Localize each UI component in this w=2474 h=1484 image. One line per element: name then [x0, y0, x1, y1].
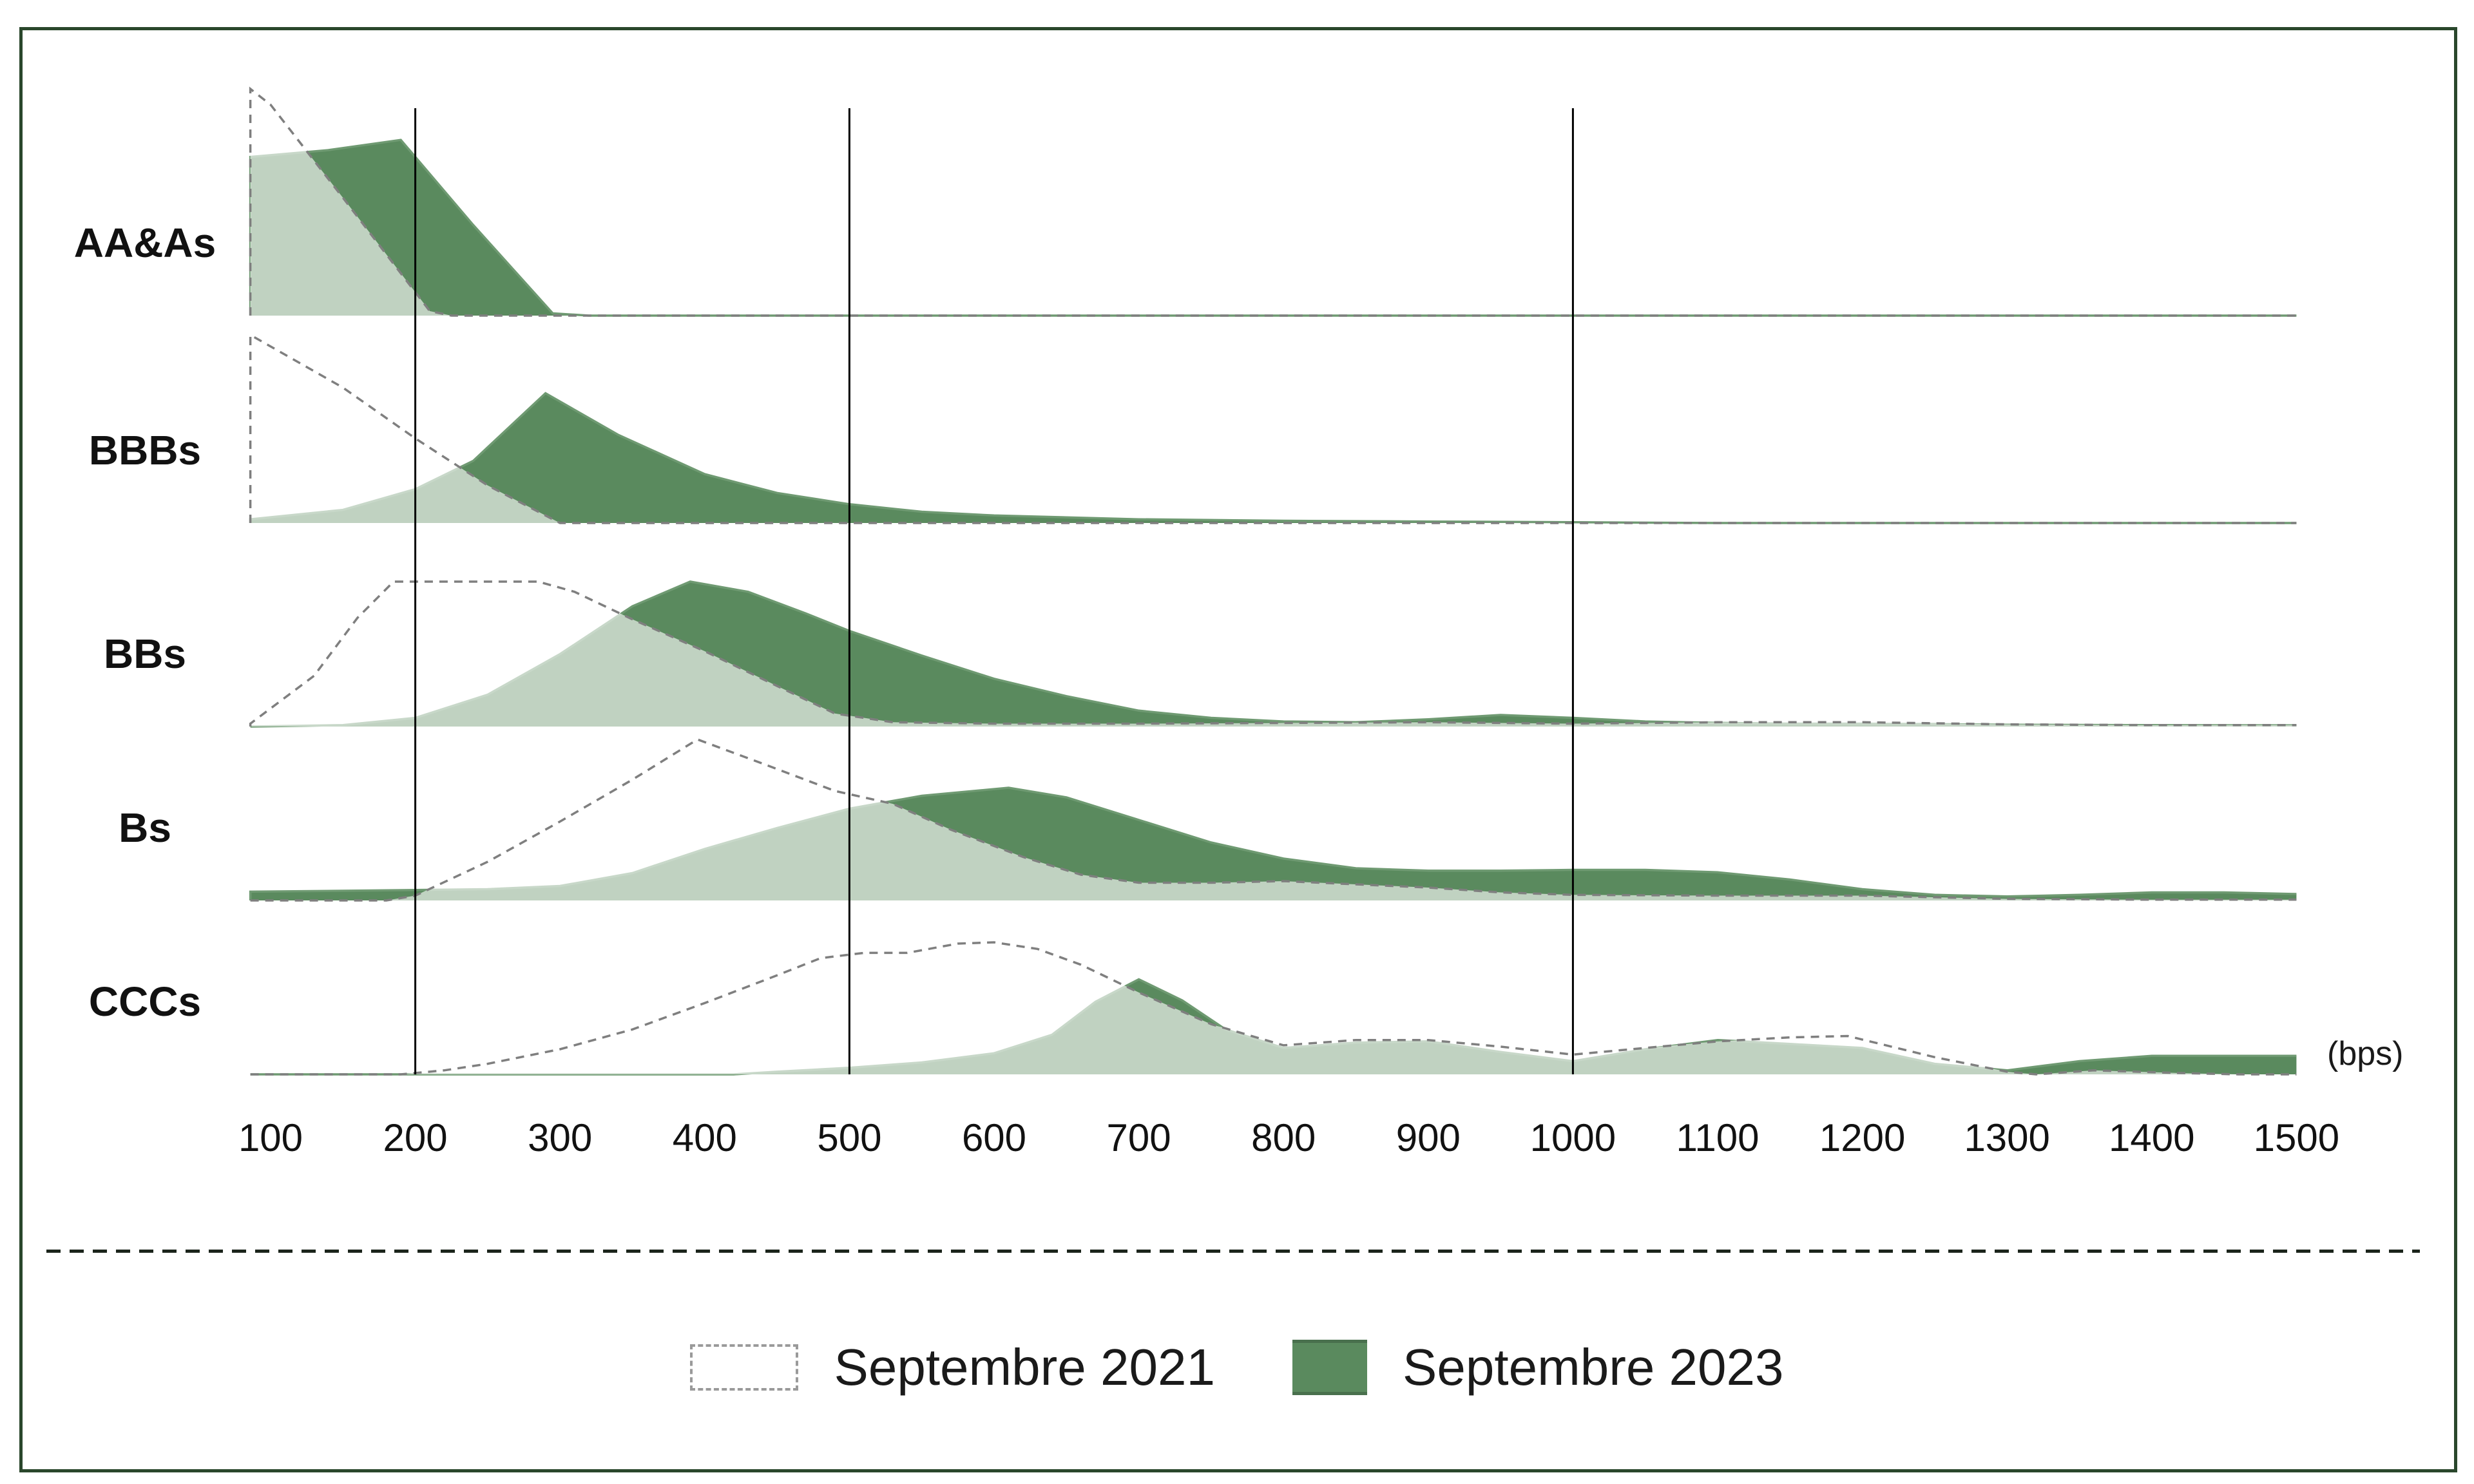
legend-swatch-dashed-2021 [690, 1344, 799, 1391]
x-tick-label: 900 [1395, 1116, 1461, 1159]
legend-item-2023: Septembre 2023 [1292, 1338, 1784, 1397]
x-tick-label: 700 [1106, 1116, 1171, 1159]
x-tick-label: 400 [672, 1116, 737, 1159]
legend-label-2021: Septembre 2021 [834, 1338, 1215, 1396]
bps-unit-label: (bps) [2327, 1035, 2404, 1072]
area-2021-bbbs [250, 335, 2297, 523]
row-label-bs: Bs [119, 804, 171, 851]
area-2021-cccs [250, 942, 2297, 1074]
x-tick-label: 1400 [2109, 1116, 2195, 1159]
x-tick-label: 100 [238, 1116, 303, 1159]
row-label-aa-as: AA&As [73, 220, 216, 266]
x-tick-label: 300 [528, 1116, 593, 1159]
separator-dashed-line [46, 1250, 2420, 1253]
curve-2021-bbbs [249, 332, 2297, 524]
x-tick-label: 200 [383, 1116, 448, 1159]
legend-swatch-filled-2023 [1292, 1340, 1367, 1395]
legend: Septembre 2021 Septembre 2023 [0, 1326, 2474, 1409]
curve-2021-aa-as [249, 86, 2297, 317]
area-2021-bbs [250, 582, 2297, 727]
x-tick-label: 1100 [1676, 1116, 1760, 1159]
legend-item-2021: Septembre 2021 [690, 1338, 1215, 1397]
edge-2023-aa-as [249, 138, 2297, 317]
row-label-bbbs: BBBs [88, 427, 202, 473]
x-tick-label: 1500 [2253, 1116, 2340, 1159]
area-2023-aa-as [250, 140, 2297, 316]
area-2021-aa-as [250, 89, 2297, 316]
row-label-bbs: BBs [103, 631, 187, 677]
area-2023-bbbs [250, 393, 2297, 523]
x-tick-label: 1200 [1819, 1116, 1906, 1159]
curve-2021-bs [250, 738, 2297, 902]
area-2021-bs [250, 739, 2297, 900]
legend-label-2023: Septembre 2023 [1403, 1338, 1784, 1396]
curve-2021-cccs [250, 941, 2297, 1076]
x-tick-label: 1000 [1529, 1116, 1616, 1159]
curve-2021-bbs [249, 580, 2297, 727]
x-tick-label: 1300 [1964, 1116, 2050, 1159]
x-tick-label: 600 [961, 1116, 1027, 1159]
row-label-cccs: CCCs [88, 978, 202, 1025]
x-tick-label: 800 [1251, 1116, 1316, 1159]
x-tick-label: 500 [817, 1116, 882, 1159]
